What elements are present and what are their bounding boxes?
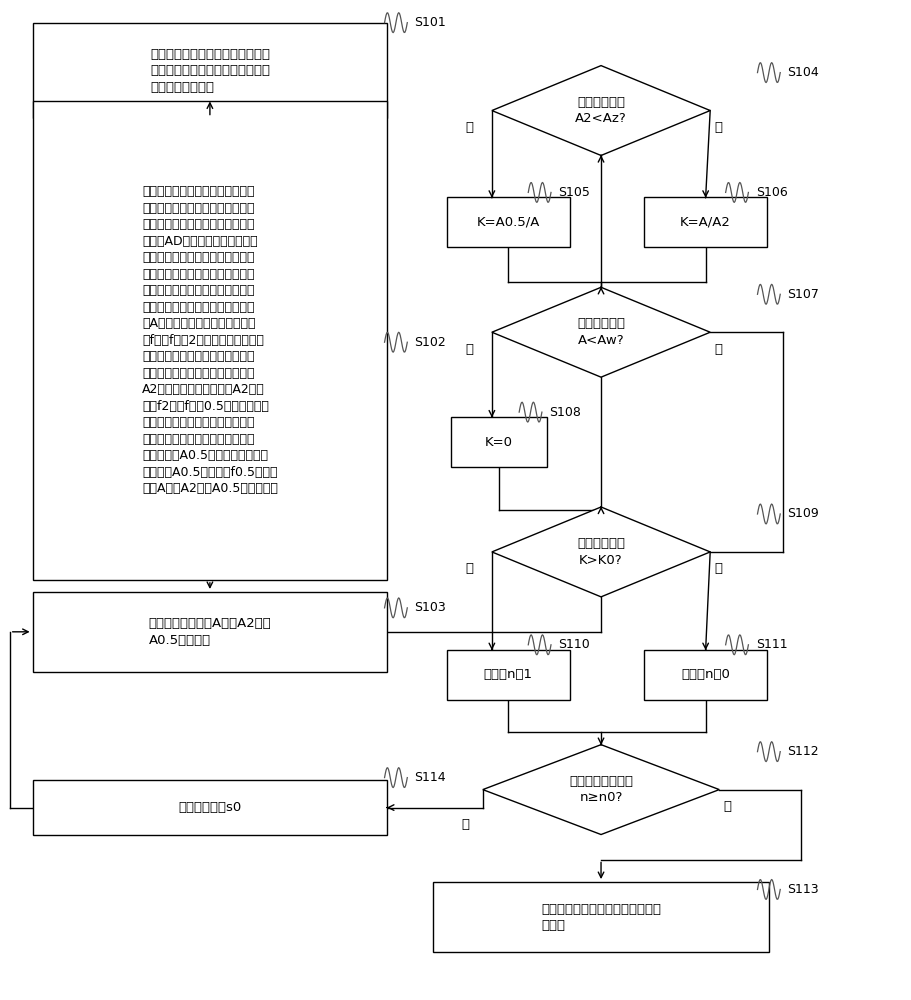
- Text: 输出压路机处于连续跳振状态的警
示信号: 输出压路机处于连续跳振状态的警 示信号: [541, 903, 661, 932]
- Text: 振动程度判定
A<Aw?: 振动程度判定 A<Aw?: [577, 317, 625, 347]
- Polygon shape: [483, 745, 720, 835]
- Text: 是: 是: [724, 800, 732, 813]
- Text: K=A0.5/A: K=A0.5/A: [476, 216, 540, 229]
- Text: 是: 是: [466, 562, 474, 575]
- FancyBboxPatch shape: [644, 650, 767, 700]
- FancyBboxPatch shape: [452, 417, 547, 467]
- Text: 是: 是: [466, 121, 474, 134]
- Text: S111: S111: [755, 638, 787, 651]
- Text: S114: S114: [415, 771, 446, 784]
- FancyBboxPatch shape: [447, 650, 569, 700]
- Text: 否: 否: [715, 562, 722, 575]
- FancyBboxPatch shape: [33, 592, 387, 672]
- Text: S106: S106: [755, 186, 787, 199]
- Polygon shape: [492, 66, 711, 155]
- Text: 否: 否: [715, 343, 722, 356]
- Text: 连续强烈跳振判定
n≥n0?: 连续强烈跳振判定 n≥n0?: [569, 775, 633, 804]
- Text: S102: S102: [415, 336, 446, 349]
- FancyBboxPatch shape: [447, 197, 569, 247]
- Text: K=A/A2: K=A/A2: [681, 216, 732, 229]
- Text: S101: S101: [415, 16, 446, 29]
- Text: 计数值n置0: 计数值n置0: [681, 668, 730, 681]
- Text: 跳振程度判定
K>K0?: 跳振程度判定 K>K0?: [577, 537, 625, 567]
- Polygon shape: [492, 287, 711, 377]
- Text: S110: S110: [558, 638, 590, 651]
- Text: K=0: K=0: [486, 436, 513, 449]
- Text: S103: S103: [415, 601, 446, 614]
- Text: 是: 是: [466, 343, 474, 356]
- Text: S109: S109: [787, 507, 819, 520]
- Text: 激振频率判定
A2<Az?: 激振频率判定 A2<Az?: [575, 96, 627, 125]
- FancyBboxPatch shape: [644, 197, 767, 247]
- Text: 连续监测并获得压路机起振至完全
停振全过程中振动轮在垂直地面方
向的加速度信号。: 连续监测并获得压路机起振至完全 停振全过程中振动轮在垂直地面方 向的加速度信号。: [150, 48, 270, 94]
- Text: 否: 否: [461, 818, 469, 831]
- Text: 间隔时间长度s0: 间隔时间长度s0: [179, 801, 241, 814]
- Polygon shape: [492, 507, 711, 597]
- Text: 接受当前时刻包含A值、A2值、
A0.5值的数据: 接受当前时刻包含A值、A2值、 A0.5值的数据: [148, 617, 271, 647]
- Text: S108: S108: [549, 406, 581, 419]
- Text: S105: S105: [558, 186, 590, 199]
- Text: 连续对上述加速度信号进行处理，
通过硬件滤波、积分电路将加速度
模拟信号转化成位移模拟信号，然
后通过AD转换将位移模拟信号转
换成位移数据，再定周期对位移数
: 连续对上述加速度信号进行处理， 通过硬件滤波、积分电路将加速度 模拟信号转化成位…: [142, 185, 278, 495]
- Text: S112: S112: [787, 745, 819, 758]
- Text: S104: S104: [787, 66, 819, 79]
- FancyBboxPatch shape: [33, 101, 387, 580]
- Text: S107: S107: [787, 288, 819, 301]
- FancyBboxPatch shape: [33, 780, 387, 835]
- FancyBboxPatch shape: [33, 23, 387, 118]
- Text: 计数值n加1: 计数值n加1: [484, 668, 533, 681]
- Text: 否: 否: [715, 121, 722, 134]
- Text: S113: S113: [787, 883, 819, 896]
- FancyBboxPatch shape: [433, 882, 769, 952]
